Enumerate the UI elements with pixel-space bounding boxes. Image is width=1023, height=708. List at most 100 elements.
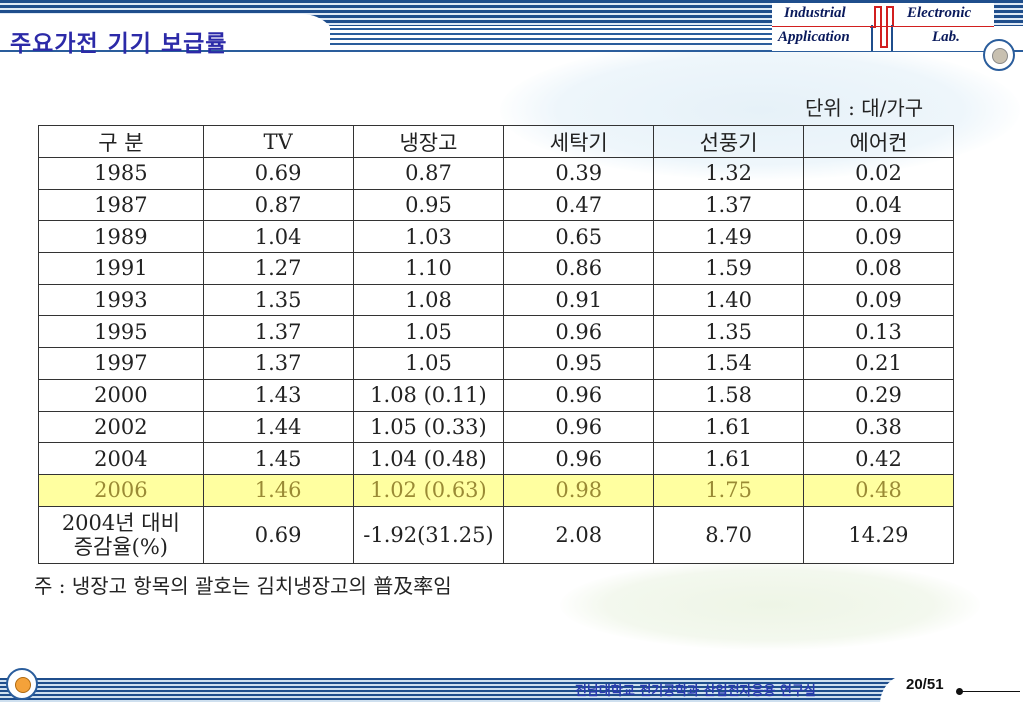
table-row: 1991 1.27 1.10 0.86 1.59 0.08 xyxy=(38,252,955,285)
table-cell: 1.59 xyxy=(653,252,804,285)
table-cell: 1.35 xyxy=(202,283,354,317)
table-cell: 1.54 xyxy=(653,347,804,380)
table-cell: 1.58 xyxy=(653,378,804,412)
row-year-cell: 2000 xyxy=(38,378,204,412)
table-cell: 0.13 xyxy=(802,315,955,349)
summary-cell: 2.08 xyxy=(503,505,655,564)
table-cell: 1.75 xyxy=(653,473,804,507)
row-year-cell: 2002 xyxy=(38,410,204,444)
header-ring-icon xyxy=(983,39,1015,71)
table-row: 2004 1.45 1.04 (0.48) 0.96 1.61 0.42 xyxy=(38,442,955,475)
table-cell: 1.44 xyxy=(202,410,354,444)
table-row: 1995 1.37 1.05 0.96 1.35 0.13 xyxy=(38,315,955,349)
logo-word-application: Application xyxy=(778,29,850,45)
summary-label: 2004년 대비 증감율(%) xyxy=(38,505,204,564)
row-year-cell: 1991 xyxy=(38,252,204,285)
table-cell: 0.29 xyxy=(802,378,955,412)
header-washer: 세탁기 xyxy=(503,125,655,158)
footnote: 주 : 냉장고 항목의 괄호는 김치냉장고의 普及率임 xyxy=(34,574,452,598)
table-row: 1993 1.35 1.08 0.91 1.40 0.09 xyxy=(38,283,955,317)
table-row: 2000 1.43 1.08 (0.11) 0.96 1.58 0.29 xyxy=(38,378,955,412)
table-row: 1989 1.04 1.03 0.65 1.49 0.09 xyxy=(38,220,955,254)
table-cell: 1.27 xyxy=(202,252,354,285)
table-cell: 1.05 xyxy=(352,315,505,349)
footer-stripes xyxy=(0,678,1023,702)
table-cell: 0.87 xyxy=(202,188,354,222)
header-underline xyxy=(0,50,1023,52)
table-cell: 0.95 xyxy=(503,347,655,380)
lab-logo: Industrial Electronic Application Lab. xyxy=(772,3,994,51)
summary-cell: 0.69 xyxy=(202,505,354,564)
logo-word-electronic: Electronic xyxy=(907,5,972,21)
table-row: 2002 1.44 1.05 (0.33) 0.96 1.61 0.38 xyxy=(38,410,955,444)
table-row: 1987 0.87 0.95 0.47 1.37 0.04 xyxy=(38,188,955,222)
summary-cell: 8.70 xyxy=(653,505,804,564)
row-year-cell: 1995 xyxy=(38,315,204,349)
table-cell: 0.02 xyxy=(802,157,955,190)
page-number: 20/51 xyxy=(906,676,944,693)
table-row: 1997 1.37 1.05 0.95 1.54 0.21 xyxy=(38,347,955,380)
table-cell: 1.02 (0.63) xyxy=(352,473,505,507)
table-row: 1985 0.69 0.87 0.39 1.32 0.02 xyxy=(38,157,955,190)
table-cell: 0.39 xyxy=(503,157,655,190)
summary-row: 2004년 대비 증감율(%) 0.69 -1.92(31.25) 2.08 8.… xyxy=(38,505,955,564)
table-body: 1985 0.69 0.87 0.39 1.32 0.02 1987 0.87 0.95 0.47… xyxy=(38,157,955,564)
background-swoosh-bottom xyxy=(560,560,980,650)
table-cell: 0.65 xyxy=(503,220,655,254)
table-cell: 1.37 xyxy=(202,315,354,349)
table-cell: 0.38 xyxy=(802,410,955,444)
table-cell: 1.08 xyxy=(352,283,505,317)
table-cell: 0.09 xyxy=(802,283,955,317)
table-cell: 1.45 xyxy=(202,442,354,475)
table-cell: 0.09 xyxy=(802,220,955,254)
row-year-cell: 1993 xyxy=(38,283,204,317)
table-cell: 0.96 xyxy=(503,378,655,412)
header-lines xyxy=(330,28,790,48)
table-cell: 1.03 xyxy=(352,220,505,254)
unit-label: 단위 : 대/가구 xyxy=(805,96,924,120)
footer-org-text: 전남대학교 전기공학과 산업전자응용 연구실 xyxy=(575,684,816,699)
header-tv: TV xyxy=(202,125,354,158)
appliance-penetration-table: 구 분 TV 냉장고 세탁기 선풍기 에어컨 1985 0.69 0.87 0.39 1… xyxy=(38,125,955,564)
table-cell: 0.87 xyxy=(352,157,505,190)
header-category: 구 분 xyxy=(38,125,204,158)
table-cell: 0.96 xyxy=(503,410,655,444)
row-year-cell: 2006 xyxy=(38,473,204,507)
logo-word-industrial: Industrial xyxy=(784,5,846,21)
table-cell: 0.42 xyxy=(802,442,955,475)
summary-label-line1: 2004년 대비 xyxy=(61,510,180,535)
table-cell: 1.08 (0.11) xyxy=(352,378,505,412)
table-cell: 0.69 xyxy=(202,157,354,190)
row-year-cell: 2004 xyxy=(38,442,204,475)
page-dot-icon xyxy=(956,688,963,695)
row-year-cell: 1989 xyxy=(38,220,204,254)
table-cell: 0.21 xyxy=(802,347,955,380)
footer-ring-icon xyxy=(6,668,38,700)
header-aircon: 에어컨 xyxy=(802,125,955,158)
table-cell: 1.05 xyxy=(352,347,505,380)
table-cell: 1.49 xyxy=(653,220,804,254)
table-cell: 0.98 xyxy=(503,473,655,507)
table-cell: 1.10 xyxy=(352,252,505,285)
table-cell: 0.48 xyxy=(802,473,955,507)
table-cell: 1.37 xyxy=(202,347,354,380)
summary-label-line2: 증감율(%) xyxy=(73,534,169,559)
logo-word-lab: Lab. xyxy=(932,29,960,45)
page-line xyxy=(962,691,1020,692)
table-cell: 1.35 xyxy=(653,315,804,349)
table-cell: 0.08 xyxy=(802,252,955,285)
table-cell: 1.32 xyxy=(653,157,804,190)
page-title: 주요가전 기기 보급률 xyxy=(10,31,228,57)
logo-mark-icon xyxy=(870,6,894,51)
table-cell: 1.43 xyxy=(202,378,354,412)
table-cell: 1.04 (0.48) xyxy=(352,442,505,475)
table-cell: 1.40 xyxy=(653,283,804,317)
table-cell: 1.61 xyxy=(653,410,804,444)
table-cell: 0.04 xyxy=(802,188,955,222)
table-cell: 0.91 xyxy=(503,283,655,317)
table-cell: 1.37 xyxy=(653,188,804,222)
summary-cell: -1.92(31.25) xyxy=(352,505,505,564)
footer-band: 전남대학교 전기공학과 산업전자응용 연구실 20/51 xyxy=(0,668,1023,708)
table-cell: 0.96 xyxy=(503,442,655,475)
title-tab xyxy=(0,14,340,52)
